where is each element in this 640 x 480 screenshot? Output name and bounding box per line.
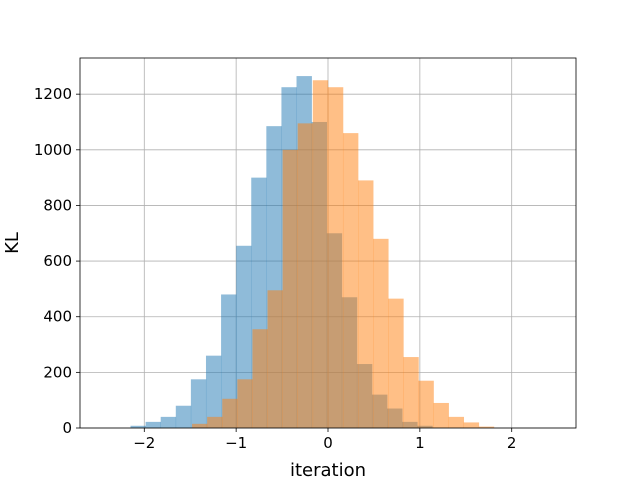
histogram-bar-s1-13	[388, 298, 404, 428]
x-tick-label-1: −1	[225, 434, 247, 452]
histogram-bar-s1-2	[222, 398, 238, 428]
histogram-bar-s1-12	[373, 238, 389, 428]
x-tick-label-4: 2	[507, 434, 517, 452]
histogram-bar-s1-6	[282, 149, 298, 428]
histogram-bar-s0-3	[175, 405, 192, 428]
histogram-bar-s1-0	[192, 423, 208, 428]
histogram-bar-s0-6	[221, 294, 237, 428]
histogram-bar-s0-5	[205, 355, 222, 428]
ticks: −2 −1 0 1 2 0 200 400 600 800 1000 1200	[34, 85, 517, 452]
bars	[130, 76, 495, 429]
histogram-bar-s1-3	[237, 379, 253, 428]
histogram-bar-s1-19	[478, 426, 495, 428]
histogram-bar-s0-0	[130, 425, 146, 428]
histogram-bar-s1-17	[448, 416, 465, 428]
y-tick-label-3: 600	[43, 252, 72, 270]
histogram-bar-s1-10	[342, 133, 359, 428]
histogram-bar-s1-1	[207, 416, 223, 428]
x-tick-label-0: −2	[133, 434, 155, 452]
histogram-bar-s1-14	[403, 357, 419, 428]
y-tick-label-2: 400	[43, 308, 72, 326]
histogram-bar-s1-5	[267, 290, 283, 428]
histogram-bar-s1-9	[327, 87, 344, 429]
histogram-bar-s1-18	[463, 422, 480, 428]
y-tick-label-4: 800	[43, 196, 72, 214]
histogram-bar-s1-8	[312, 80, 329, 428]
y-tick-label-5: 1000	[34, 141, 72, 159]
histogram-bar-s0-4	[190, 379, 207, 428]
y-tick-label-6: 1200	[34, 85, 72, 103]
histogram-bar-s0-1	[145, 421, 162, 428]
y-tick-label-1: 200	[43, 363, 72, 381]
histogram-bar-s1-15	[418, 380, 434, 428]
histogram-bar-s1-16	[433, 402, 449, 428]
histogram-bar-s1-7	[297, 123, 314, 428]
y-axis-label: KL	[2, 232, 23, 254]
histogram-bar-s0-2	[160, 416, 177, 428]
histogram-bar-s1-4	[252, 329, 268, 428]
x-tick-label-3: 1	[415, 434, 425, 452]
histogram-bar-s1-11	[358, 180, 374, 428]
x-tick-label-2: 0	[323, 434, 333, 452]
y-tick-label-0: 0	[62, 419, 72, 437]
x-axis-label: iteration	[290, 460, 366, 480]
